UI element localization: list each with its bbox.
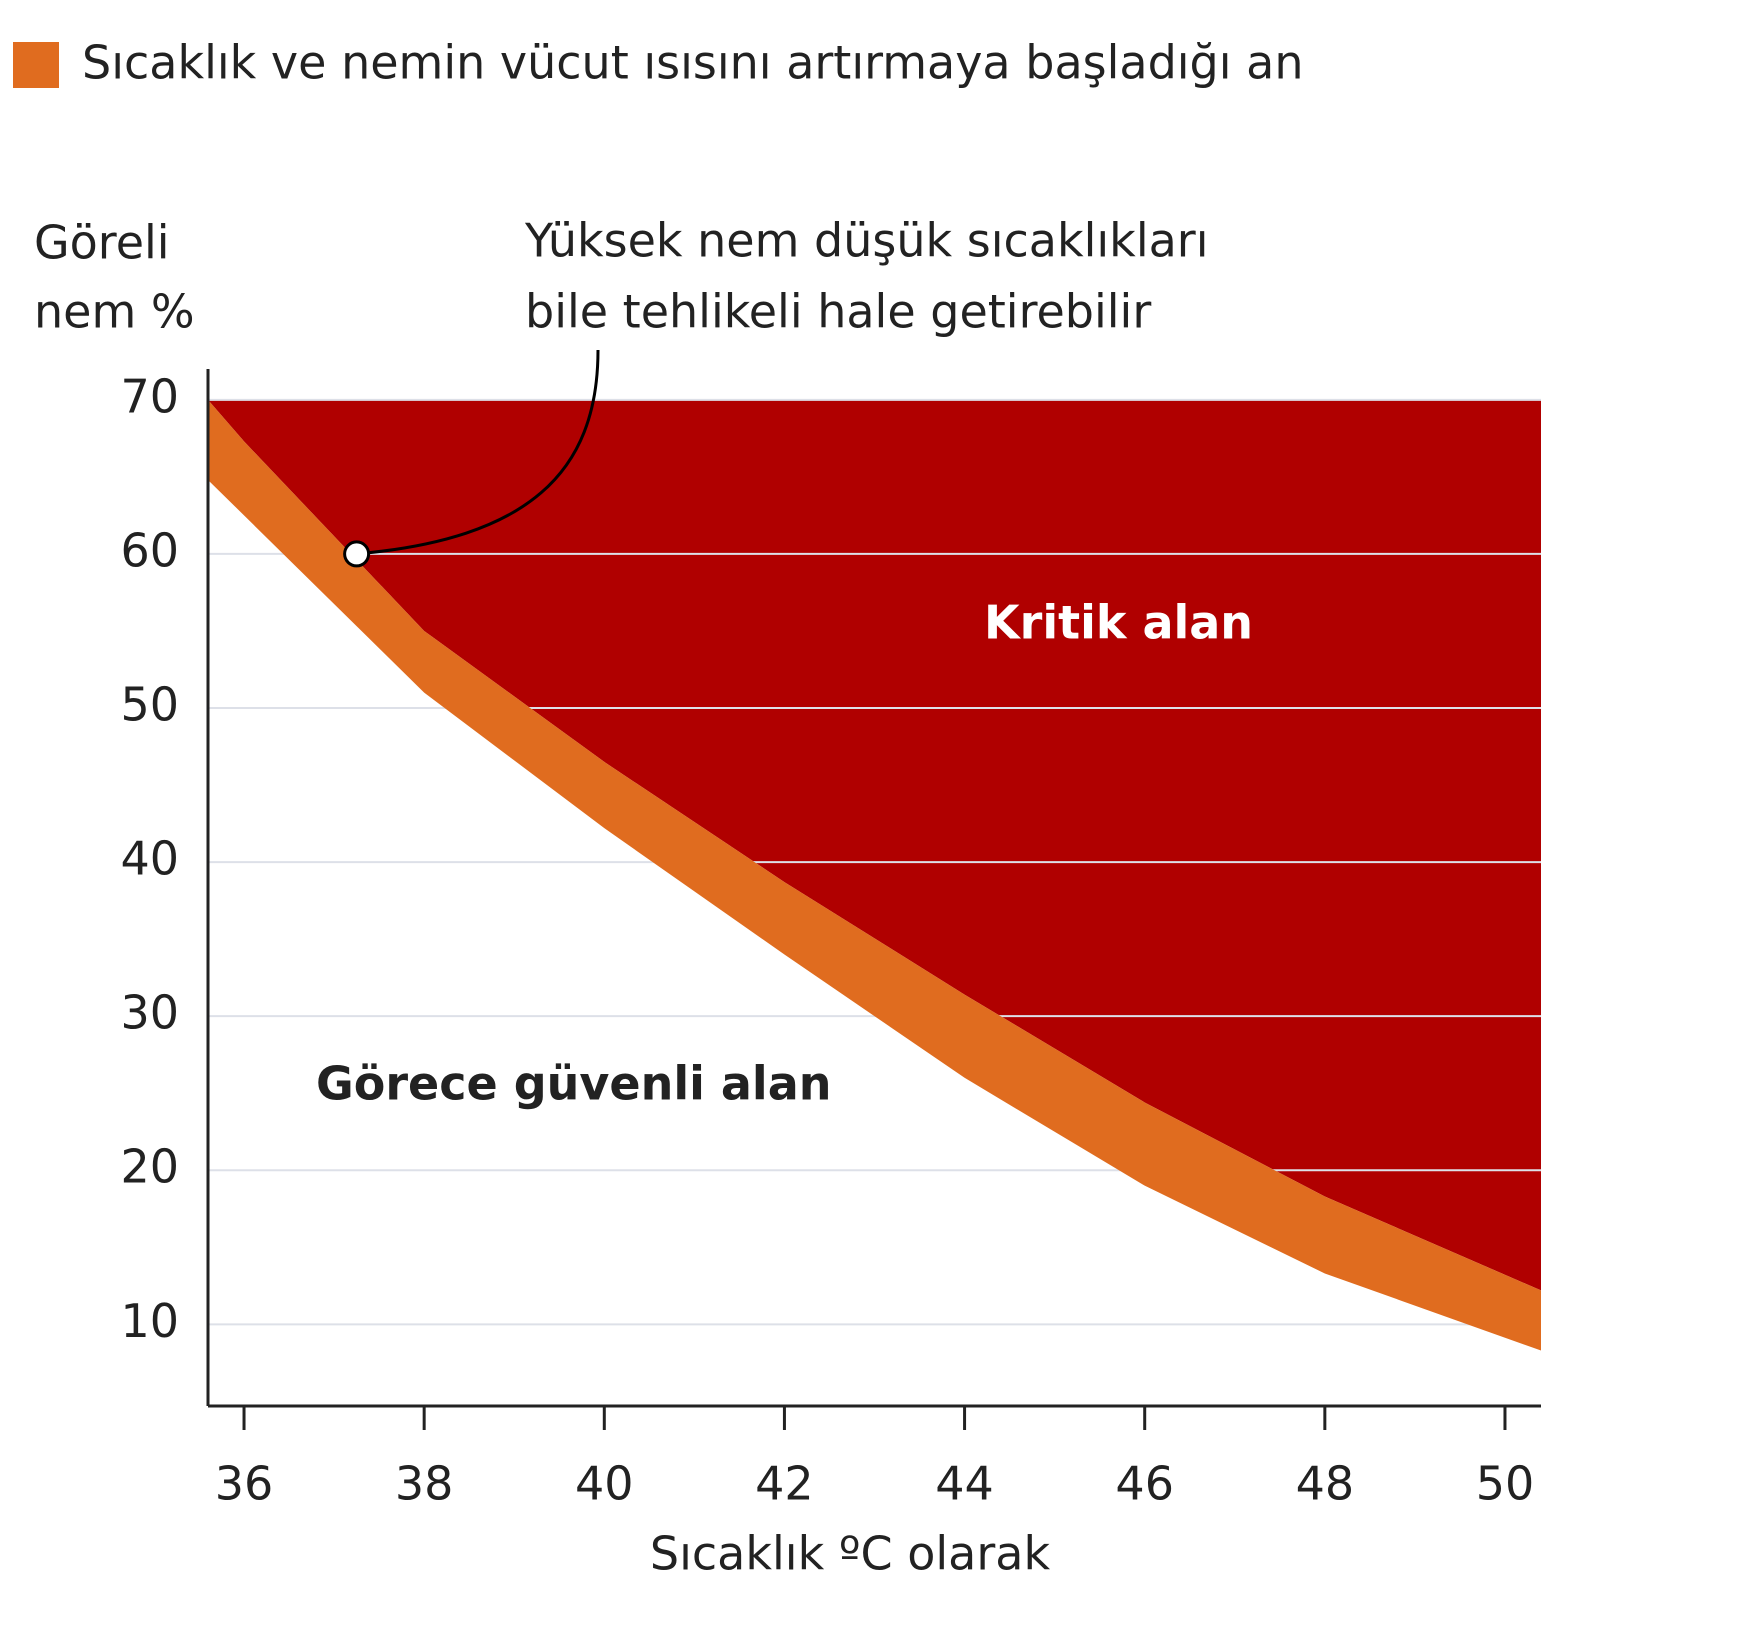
x-tick-label: 44 — [935, 1457, 994, 1511]
annotation-connector — [356, 349, 600, 556]
annotation-text: bile tehlikeli hale getirebilir — [525, 285, 1151, 339]
x-axis-label: Sıcaklık ºC olarak — [650, 1527, 1051, 1581]
y-tick-label: 40 — [120, 832, 179, 886]
safe-label: Görece güvenli alan — [316, 1057, 831, 1111]
x-tick-label: 36 — [215, 1457, 274, 1511]
y-tick-label: 70 — [120, 369, 179, 423]
x-tick-label: 40 — [575, 1457, 634, 1511]
y-tick-label: 20 — [120, 1140, 179, 1194]
critical-label: Kritik alan — [984, 596, 1253, 650]
critical-area — [208, 399, 1541, 1291]
y-axis-label: nem % — [34, 285, 195, 339]
y-tick-label: 10 — [120, 1294, 179, 1348]
x-tick-label: 48 — [1296, 1457, 1355, 1511]
y-tick-label: 60 — [120, 523, 179, 577]
annotation-text: Yüksek nem düşük sıcaklıkları — [524, 214, 1209, 268]
x-tick-label: 42 — [755, 1457, 814, 1511]
annotation-point — [343, 540, 371, 568]
legend-label: Sıcaklık ve nemin vücut ısısını artırmay… — [82, 36, 1304, 90]
x-tick-label: 50 — [1476, 1457, 1535, 1511]
y-axis-label: Göreli — [34, 216, 170, 270]
y-tick-label: 30 — [120, 986, 179, 1040]
x-tick-label: 46 — [1115, 1457, 1174, 1511]
x-tick-label: 38 — [395, 1457, 454, 1511]
legend-swatch — [13, 42, 59, 88]
band — [208, 399, 1541, 1351]
y-tick-label: 50 — [120, 677, 179, 731]
